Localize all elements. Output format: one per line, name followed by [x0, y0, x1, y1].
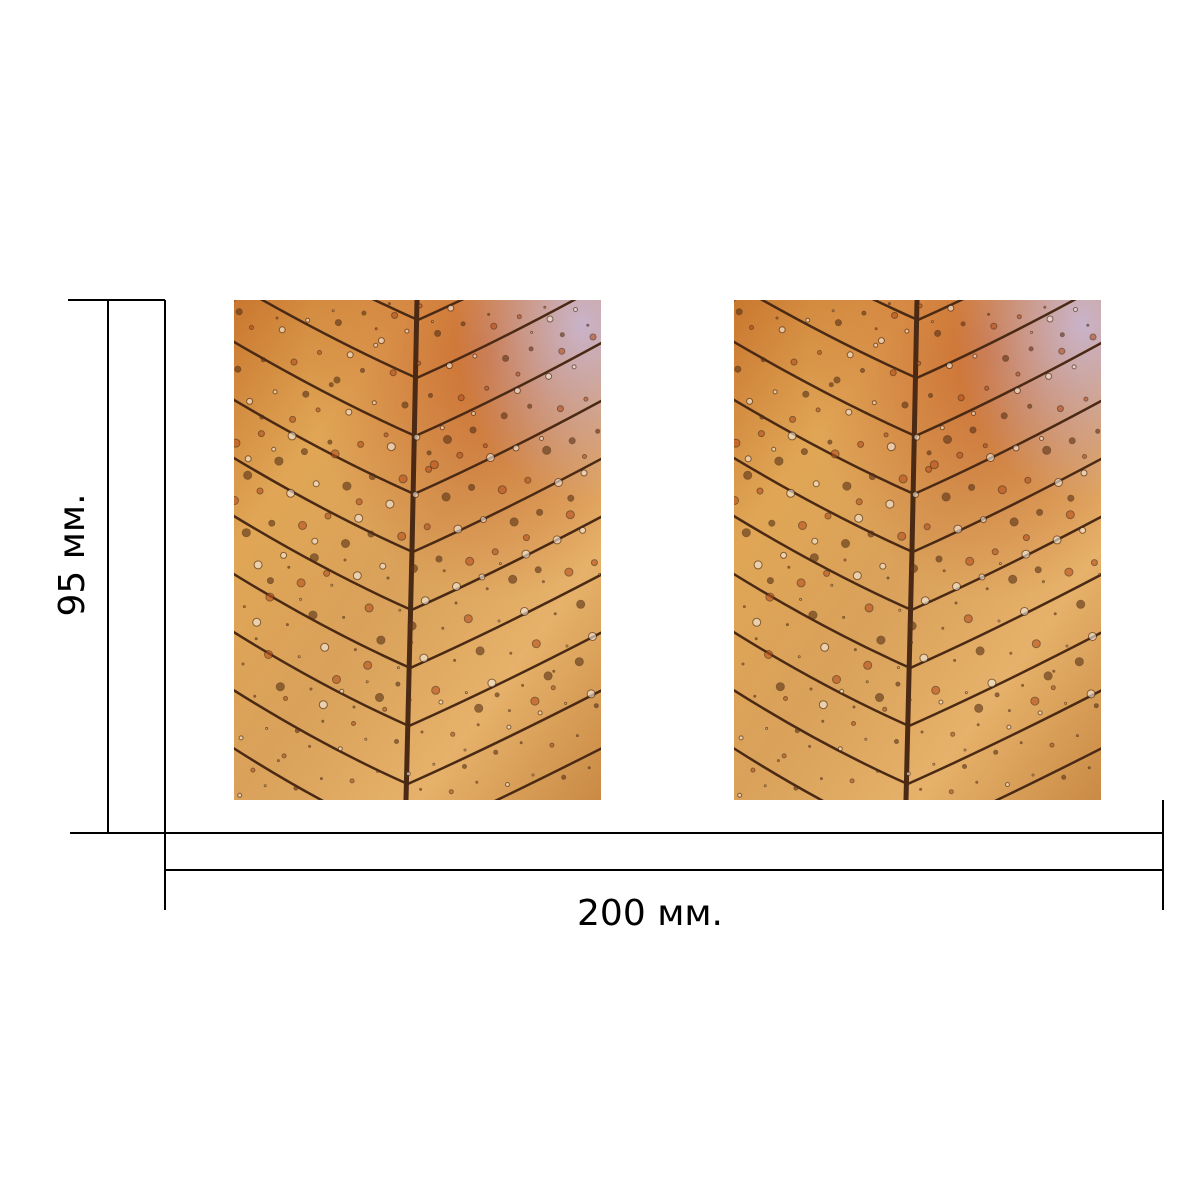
width-label: 200 мм. — [577, 893, 723, 934]
height-label: 95 мм. — [52, 493, 93, 616]
height-dimension: 95 мм. — [52, 299, 166, 834]
leaf-panel — [224, 220, 614, 900]
leaf-panel — [724, 220, 1114, 900]
width-dimension: 200 мм. — [164, 800, 1164, 934]
